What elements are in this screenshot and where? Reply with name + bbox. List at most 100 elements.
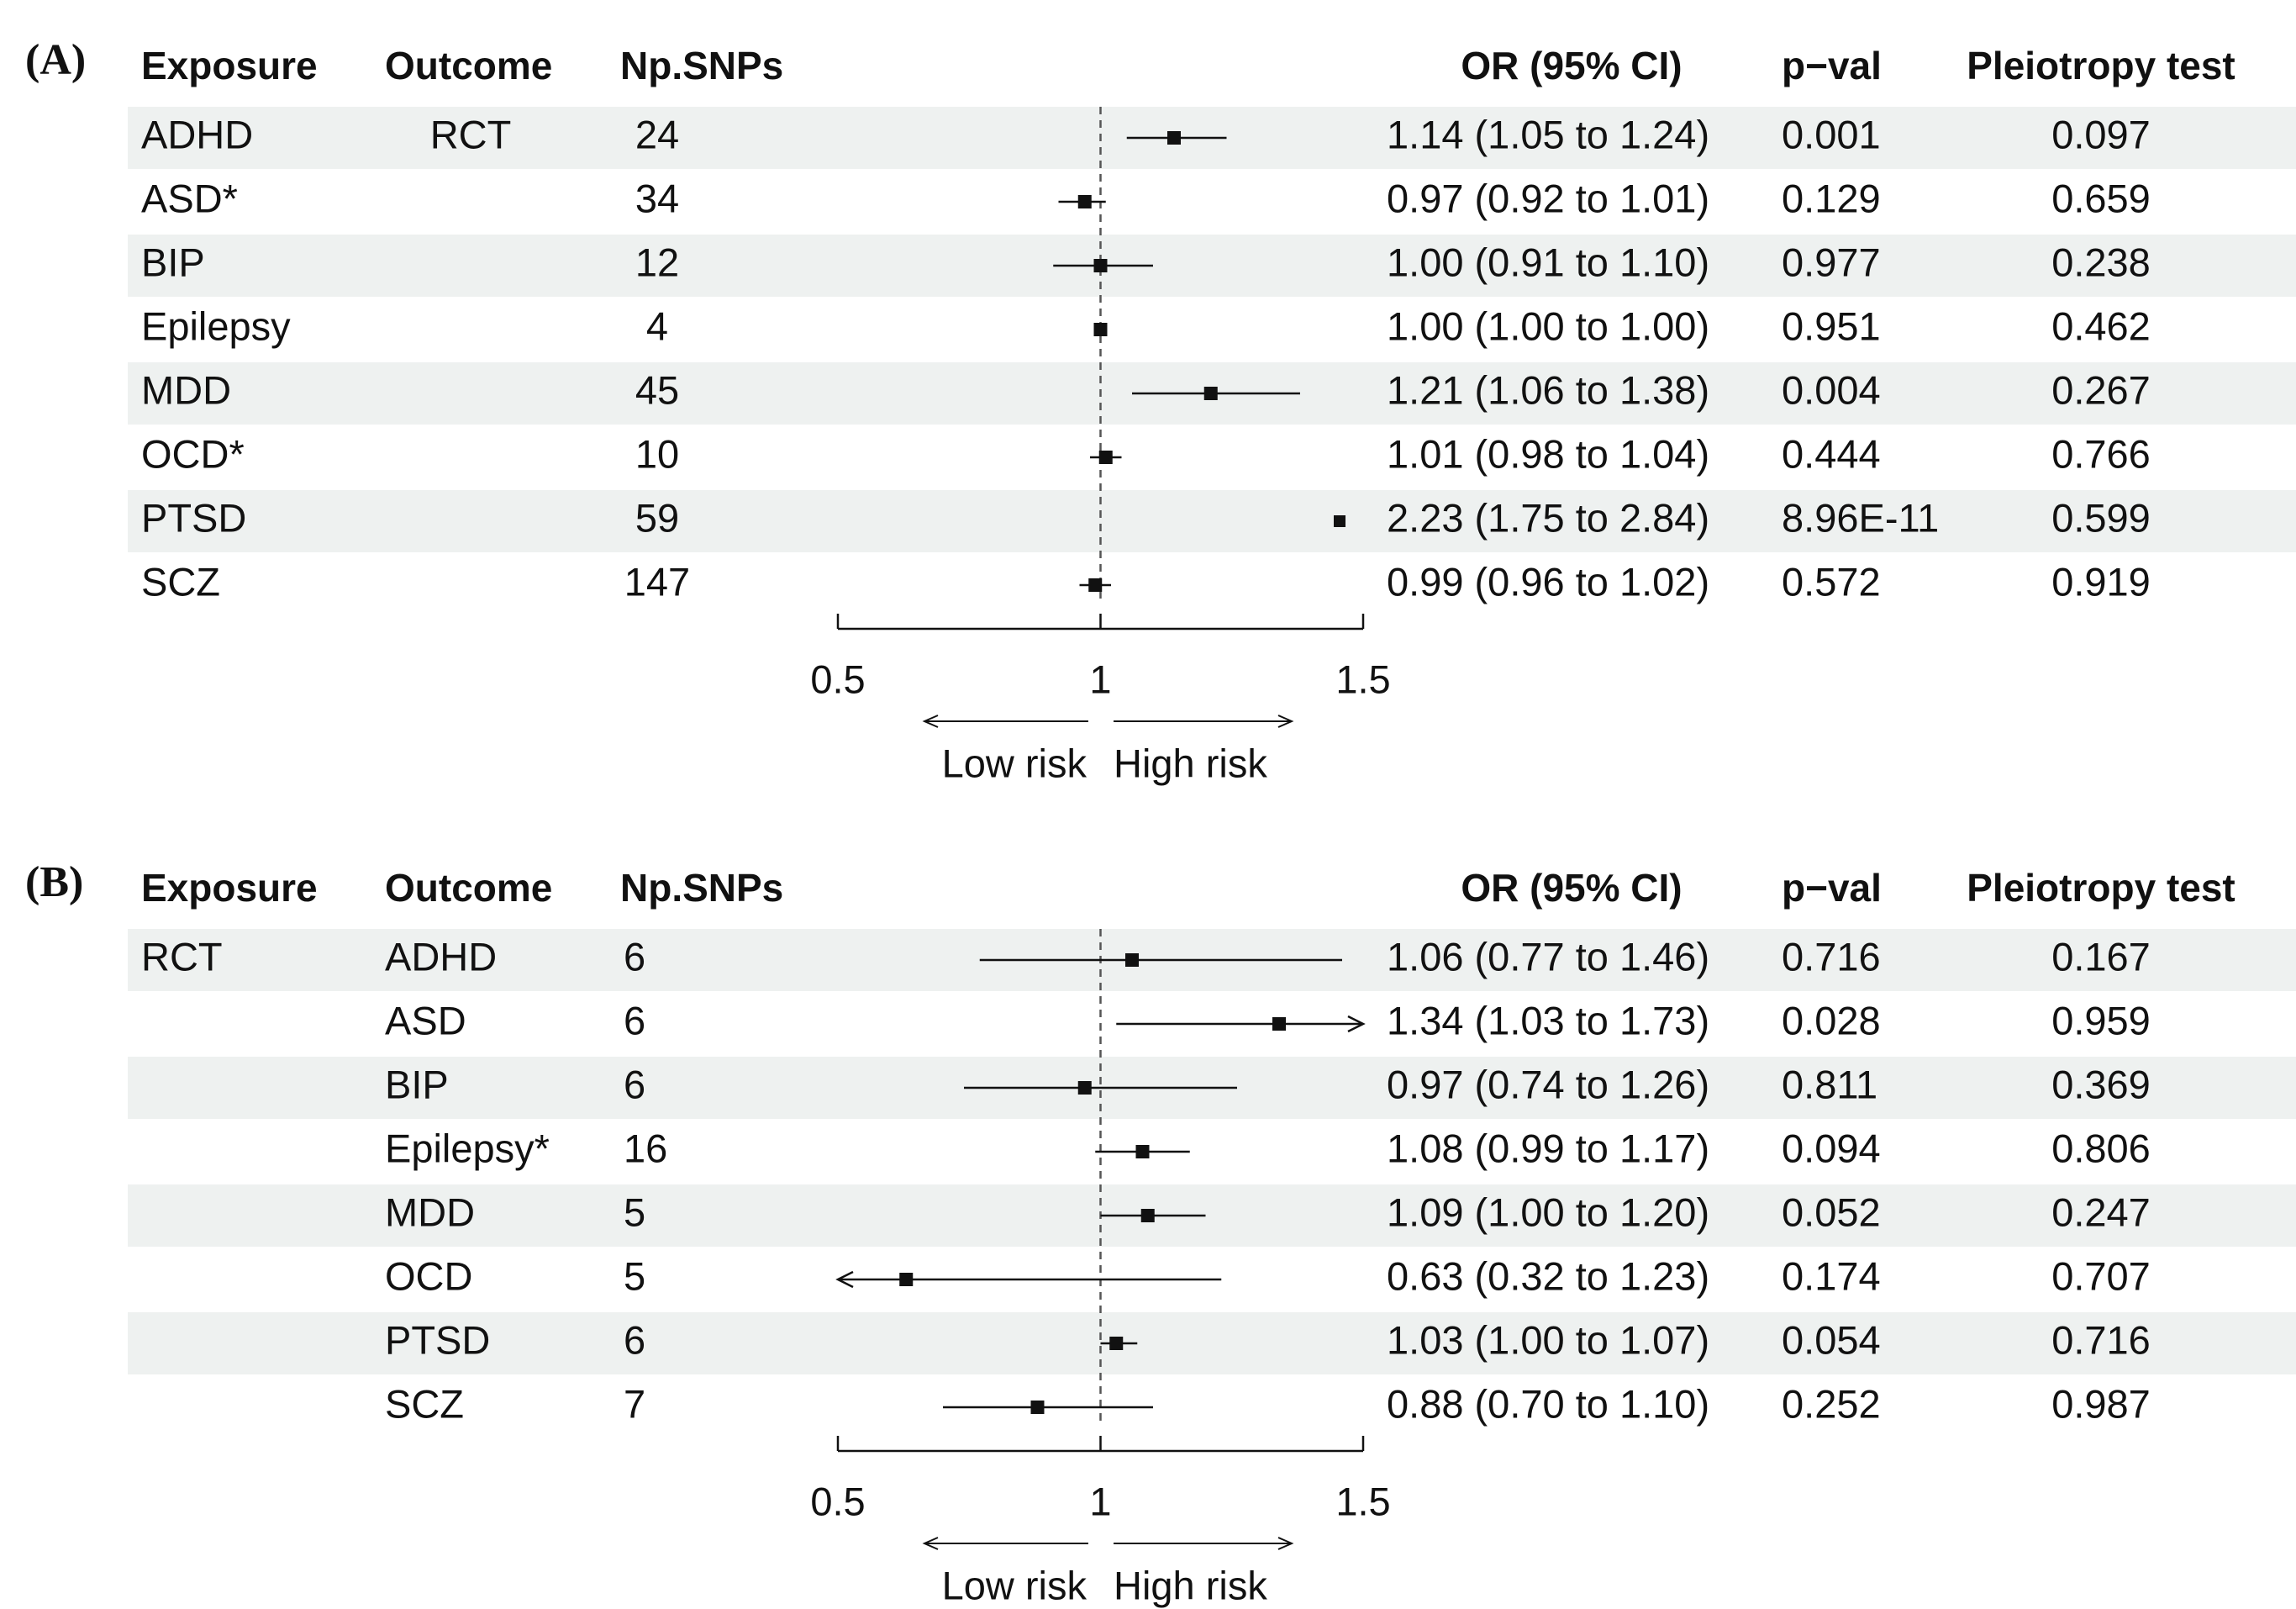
cell-pleiotropy: 0.766 <box>2051 431 2151 476</box>
cell-nsnps: 147 <box>624 559 690 604</box>
cell-outcome: BIP <box>385 1062 449 1106</box>
x-tick-label: 0.5 <box>810 1479 865 1523</box>
point-estimate <box>1140 1209 1155 1222</box>
cell-pleiotropy: 0.959 <box>2051 998 2151 1042</box>
cell-pval: 0.129 <box>1782 176 1881 220</box>
point-estimate <box>1109 1337 1124 1350</box>
cell-pval: 0.811 <box>1782 1062 1877 1106</box>
point-estimate <box>1135 1145 1150 1158</box>
cell-nsnps: 34 <box>635 176 679 220</box>
cell-exposure: ADHD <box>141 112 253 156</box>
cell-nsnps: 12 <box>635 240 679 284</box>
panel-label: (A) <box>25 36 86 84</box>
cell-or-ci: 0.99 (0.96 to 1.02) <box>1387 559 1709 604</box>
header-outcome: Outcome <box>385 866 552 910</box>
cell-pval: 8.96E-11 <box>1782 495 1939 540</box>
cell-pleiotropy: 0.167 <box>2051 934 2151 979</box>
cell-exposure: ASD* <box>141 176 238 220</box>
cell-pleiotropy: 0.247 <box>2051 1190 2151 1234</box>
arrowhead-low-risk <box>922 715 939 728</box>
x-tick-label: 1 <box>1089 657 1111 701</box>
cell-nsnps: 6 <box>624 998 645 1042</box>
header-pleiotropy: Pleiotropy test <box>1967 44 2235 87</box>
row-stripe <box>128 1312 2296 1374</box>
point-estimate <box>1093 259 1108 272</box>
cell-or-ci: 1.08 (0.99 to 1.17) <box>1387 1126 1709 1170</box>
arrowhead-high-risk <box>1277 715 1294 728</box>
cell-or-ci: 1.06 (0.77 to 1.46) <box>1387 934 1709 979</box>
cell-nsnps: 7 <box>624 1381 645 1426</box>
cell-pleiotropy: 0.716 <box>2051 1317 2151 1362</box>
cell-outcome: RCT <box>430 112 512 156</box>
row-stripe <box>128 1184 2296 1247</box>
cell-or-ci: 1.00 (0.91 to 1.10) <box>1387 240 1709 284</box>
ci-arrow-left <box>835 1270 854 1289</box>
ci-arrow-right <box>1347 1015 1366 1033</box>
cell-or-ci: 1.21 (1.06 to 1.38) <box>1387 367 1709 412</box>
cell-pleiotropy: 0.707 <box>2051 1253 2151 1298</box>
cell-nsnps: 6 <box>624 1062 645 1106</box>
header-outcome: Outcome <box>385 44 552 87</box>
cell-or-ci: 1.09 (1.00 to 1.20) <box>1387 1190 1709 1234</box>
cell-or-ci: 2.23 (1.75 to 2.84) <box>1387 495 1709 540</box>
cell-pval: 0.252 <box>1782 1381 1881 1426</box>
cell-outcome: Epilepsy* <box>385 1126 550 1170</box>
header-pval: p−val <box>1782 866 1882 910</box>
cell-pval: 0.052 <box>1782 1190 1881 1234</box>
row-stripe <box>128 490 2296 552</box>
point-estimate <box>899 1273 914 1286</box>
point-estimate <box>1093 323 1108 336</box>
cell-exposure: Epilepsy <box>141 303 291 348</box>
header-exposure: Exposure <box>141 44 318 87</box>
cell-outcome: ADHD <box>385 934 497 979</box>
cell-or-ci: 0.63 (0.32 to 1.23) <box>1387 1253 1709 1298</box>
cell-pval: 0.444 <box>1782 431 1881 476</box>
header-pval: p−val <box>1782 44 1882 87</box>
point-estimate <box>1125 953 1139 967</box>
cell-pval: 0.951 <box>1782 303 1881 348</box>
cell-or-ci: 1.01 (0.98 to 1.04) <box>1387 431 1709 476</box>
x-tick-label: 1.5 <box>1335 1479 1390 1523</box>
cell-pleiotropy: 0.806 <box>2051 1126 2151 1170</box>
cell-nsnps: 6 <box>624 1317 645 1362</box>
cell-pleiotropy: 0.369 <box>2051 1062 2151 1106</box>
cell-exposure: PTSD <box>141 495 246 540</box>
cell-nsnps: 5 <box>624 1253 645 1298</box>
header-exposure: Exposure <box>141 866 318 910</box>
cell-outcome: OCD <box>385 1253 472 1298</box>
header-nsnps: Np.SNPs <box>620 866 783 910</box>
high-risk-label: High risk <box>1114 741 1267 785</box>
cell-nsnps: 45 <box>635 367 679 412</box>
cell-pval: 0.001 <box>1782 112 1881 156</box>
cell-pleiotropy: 0.097 <box>2051 112 2151 156</box>
point-estimate <box>1203 387 1218 400</box>
cell-or-ci: 0.88 (0.70 to 1.10) <box>1387 1381 1709 1426</box>
x-tick-label: 1.5 <box>1335 657 1390 701</box>
cell-nsnps: 6 <box>624 934 645 979</box>
cell-pleiotropy: 0.599 <box>2051 495 2151 540</box>
cell-pval: 0.572 <box>1782 559 1881 604</box>
point-estimate <box>1030 1401 1045 1414</box>
cell-exposure: OCD* <box>141 431 245 476</box>
cell-nsnps: 5 <box>624 1190 645 1234</box>
cell-nsnps: 10 <box>635 431 679 476</box>
point-estimate <box>1272 1017 1286 1031</box>
cell-nsnps: 4 <box>646 303 668 348</box>
arrowhead-high-risk <box>1277 1537 1294 1550</box>
cell-outcome: ASD <box>385 998 466 1042</box>
point-estimate <box>1077 1081 1092 1095</box>
header-or-ci: OR (95% CI) <box>1461 866 1682 910</box>
point-estimate <box>1098 451 1113 464</box>
cell-pleiotropy: 0.267 <box>2051 367 2151 412</box>
point-estimate <box>1077 195 1092 208</box>
cell-outcome: PTSD <box>385 1317 490 1362</box>
cell-or-ci: 0.97 (0.74 to 1.26) <box>1387 1062 1709 1106</box>
cell-exposure: RCT <box>141 934 223 979</box>
cell-or-ci: 1.34 (1.03 to 1.73) <box>1387 998 1709 1042</box>
cell-pleiotropy: 0.462 <box>2051 303 2151 348</box>
cell-pval: 0.054 <box>1782 1317 1881 1362</box>
cell-pval: 0.094 <box>1782 1126 1881 1170</box>
cell-exposure: SCZ <box>141 559 220 604</box>
low-risk-label: Low risk <box>942 1563 1087 1607</box>
